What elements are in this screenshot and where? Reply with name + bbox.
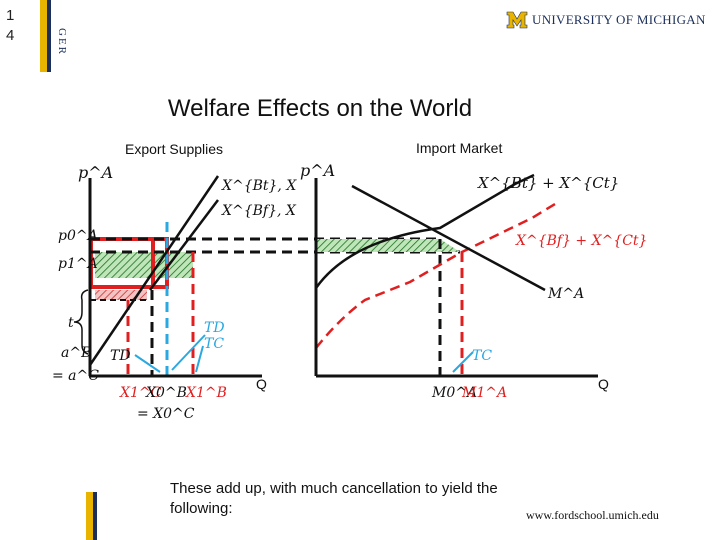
- X1B-label: X1^B: [185, 385, 227, 401]
- bottom-accent-bar: [86, 492, 93, 540]
- top-accent-bar-navy: [47, 0, 51, 72]
- aB-label: a^B: [61, 345, 91, 361]
- td-left-arrow: [134, 354, 161, 373]
- td-right-arrow: [171, 334, 206, 371]
- p1-label: p1^A: [58, 256, 98, 272]
- X1C-label: X1^C: [119, 385, 162, 401]
- top-accent-bar: [40, 0, 47, 72]
- td-left-label: TD: [110, 348, 131, 364]
- side-label: GER: [56, 28, 68, 56]
- logo-text: UNIVERSITY OF MICHIGAN: [532, 12, 706, 27]
- XBt-label: X^{Bt}, X: [221, 178, 297, 194]
- left-x-axis-label: Q: [256, 376, 267, 392]
- M1-label: M1^A: [461, 385, 507, 401]
- t-brace: [73, 289, 89, 355]
- block-m-icon: [506, 11, 528, 29]
- tc-right-arrow: [195, 345, 204, 373]
- supply-red-label: X^{Bf} + X^{Ct}: [515, 233, 647, 249]
- right-green-hatched-area: [316, 239, 460, 252]
- left-red-hatched-area: [95, 290, 147, 300]
- right-y-axis-label: p^A: [300, 161, 335, 180]
- X0B-label: X0^B: [145, 385, 187, 401]
- right-x-axis-label: Q: [598, 376, 609, 392]
- demand-label: M^A: [547, 286, 584, 302]
- left-panel-heading: Export Supplies: [125, 141, 223, 157]
- slide-number-digit-1: 1: [6, 7, 15, 24]
- supply-top-label: X^{Bt} + X^{Ct}: [477, 174, 619, 192]
- slide-title: Welfare Effects on the World: [167, 95, 473, 122]
- slide-number-digit-2: 4: [6, 27, 15, 44]
- slide-number: 1 4: [6, 6, 14, 46]
- M0-label: M0^A: [431, 385, 477, 401]
- footer-text: These add up, with much cancellation to …: [170, 480, 498, 517]
- aC-label: = a^C: [52, 368, 99, 384]
- tc-right-panel-arrow: [452, 351, 474, 373]
- supply-top-curve: [314, 173, 535, 289]
- left-y-axis-label: p^A: [78, 163, 113, 182]
- t-label: t: [68, 315, 74, 331]
- tc-right-label: TC: [204, 336, 224, 352]
- bottom-accent-bar-navy: [93, 492, 97, 540]
- right-panel-heading: Import Market: [416, 140, 502, 156]
- tc-right-panel-label: TC: [472, 348, 492, 364]
- X0C-label: = X0^C: [137, 406, 195, 422]
- import-demand-curve: [351, 184, 546, 292]
- td-right-label: TD: [204, 320, 225, 336]
- left-green-hatched-area: [95, 252, 193, 278]
- XBt-supply-curve: [88, 175, 220, 366]
- XBf-supply-curve: [149, 199, 219, 291]
- XBf-label: X^{Bf}, X: [221, 203, 297, 219]
- supply-red-curve: [315, 202, 556, 349]
- university-logo: UNIVERSITY OF MICHIGAN: [506, 8, 706, 32]
- p0-label: p0^A: [58, 228, 98, 244]
- footer-url[interactable]: www.fordschool.umich.edu: [526, 508, 659, 522]
